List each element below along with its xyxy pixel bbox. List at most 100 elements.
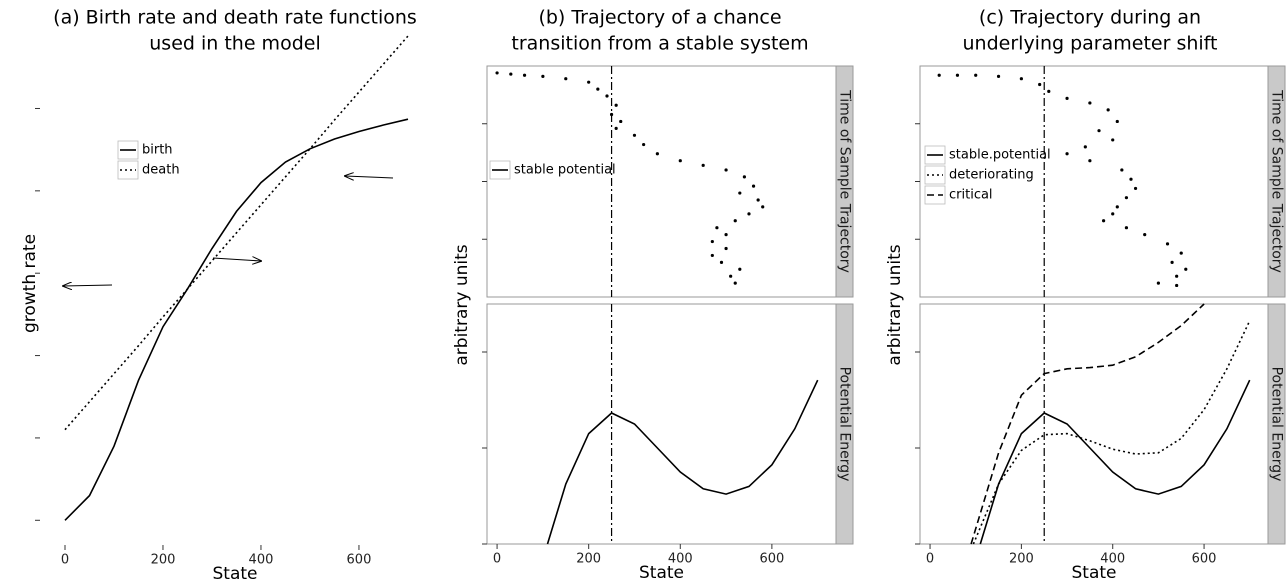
- chart-title: used in the model: [149, 33, 320, 55]
- trajectory-point: [541, 74, 545, 78]
- y-axis-label: arbitrary units: [452, 244, 472, 365]
- trajectory-point: [1124, 196, 1129, 200]
- trajectory-point: [522, 73, 527, 77]
- trajectory-point: [738, 191, 742, 195]
- trajectory-point: [632, 133, 637, 137]
- line-series: [972, 320, 1251, 545]
- strip-label: Potential Energy: [837, 367, 853, 482]
- strip-label: Potential Energy: [1269, 367, 1285, 482]
- x-tick-label: 0: [493, 552, 501, 567]
- trajectory-point: [1184, 267, 1188, 271]
- trajectory-point: [596, 87, 600, 91]
- arrow: [63, 285, 113, 286]
- trajectory-point: [937, 73, 941, 77]
- trajectory-point: [733, 281, 737, 285]
- x-tick-label: 0: [926, 552, 934, 567]
- legend-key: [924, 185, 946, 205]
- panel-frame: [919, 303, 1269, 545]
- line-series: [979, 379, 1251, 545]
- line-series: [546, 379, 819, 545]
- x-tick-label: 200: [1009, 552, 1034, 567]
- trajectory-point: [1083, 145, 1087, 149]
- trajectory-point: [1175, 274, 1179, 278]
- trajectory-point: [1047, 89, 1051, 94]
- x-axis-label: State: [639, 563, 684, 583]
- panel-frame: [486, 303, 837, 545]
- panel-frame: [486, 65, 837, 298]
- trajectory-point: [678, 159, 682, 163]
- trajectory-point: [1115, 119, 1119, 124]
- trajectory-point: [955, 73, 960, 77]
- trajectory-point: [974, 73, 978, 77]
- arrow: [212, 258, 261, 261]
- trajectory-point: [996, 74, 1001, 78]
- legend-label: stable.potential: [949, 148, 1051, 163]
- chart-title: (b) Trajectory of a chance: [538, 7, 781, 29]
- trajectory-point: [729, 274, 733, 278]
- chart-title: transition from a stable system: [511, 33, 808, 55]
- strip: [835, 65, 854, 298]
- trajectory-point: [1175, 283, 1179, 288]
- trajectory-point: [1038, 82, 1042, 87]
- trajectory-point: [1019, 77, 1023, 81]
- legend-label: birth: [142, 143, 173, 158]
- trajectory-point: [747, 212, 751, 216]
- strip-label: Time of Sample Trajectory: [837, 89, 853, 273]
- trajectory-point: [1115, 205, 1119, 209]
- line-series: [64, 35, 409, 431]
- legend-label: deteriorating: [949, 168, 1034, 183]
- x-tick-label: 200: [151, 553, 176, 568]
- trajectory-point: [614, 103, 618, 107]
- trajectory-point: [1111, 138, 1115, 142]
- trajectory-point: [655, 152, 659, 156]
- x-tick-label: 600: [347, 553, 372, 568]
- trajectory-point: [495, 71, 499, 75]
- chart-title: (a) Birth rate and death rate functions: [53, 7, 417, 29]
- x-tick-label: 400: [1100, 552, 1125, 567]
- trajectory-point: [1088, 101, 1092, 105]
- trajectory-point: [710, 253, 714, 258]
- trajectory-point: [710, 239, 714, 244]
- trajectory-point: [733, 219, 737, 223]
- x-tick-label: 200: [576, 552, 601, 567]
- legend-label: critical: [949, 188, 993, 203]
- trajectory-point: [724, 168, 728, 172]
- arrows: [63, 176, 394, 286]
- trajectory-point: [719, 260, 724, 264]
- trajectory-point: [1101, 219, 1106, 223]
- strip: [1267, 65, 1286, 298]
- y-axis-label: growth rate: [20, 234, 40, 333]
- trajectory-point: [614, 126, 618, 130]
- trajectory-point: [724, 246, 728, 251]
- trajectory-point: [1179, 251, 1183, 255]
- x-tick-label: 600: [759, 552, 784, 567]
- trajectory-point: [701, 163, 705, 167]
- chart-title: underlying parameter shift: [963, 33, 1218, 55]
- legend-label: death: [142, 163, 180, 178]
- x-axis-label: State: [213, 564, 258, 583]
- trajectory-point: [509, 72, 513, 76]
- trajectory-point: [1111, 212, 1115, 216]
- trajectory-point: [1124, 226, 1129, 230]
- trajectory-point: [715, 226, 719, 230]
- trajectory-point: [756, 198, 760, 202]
- strip-label: Time of Sample Trajectory: [1269, 89, 1285, 273]
- trajectory-point: [1065, 152, 1069, 156]
- trajectory-point: [1088, 159, 1092, 163]
- x-axis-label: State: [1072, 563, 1117, 583]
- legend-key: [117, 160, 139, 180]
- trajectory-point: [738, 267, 742, 271]
- trajectory-point: [1143, 233, 1147, 237]
- trajectory-point: [761, 205, 765, 209]
- chart-title: (c) Trajectory during an: [979, 7, 1201, 29]
- trajectory-point: [742, 175, 746, 179]
- arrow: [345, 176, 394, 178]
- x-tick-label: 400: [249, 553, 274, 568]
- trajectory-point: [751, 184, 756, 188]
- trajectory-point: [1133, 186, 1138, 191]
- x-tick-label: 400: [668, 552, 693, 567]
- trajectory-point: [1165, 242, 1170, 246]
- legend-label: stable potential: [514, 163, 616, 178]
- trajectory-point: [1106, 108, 1110, 112]
